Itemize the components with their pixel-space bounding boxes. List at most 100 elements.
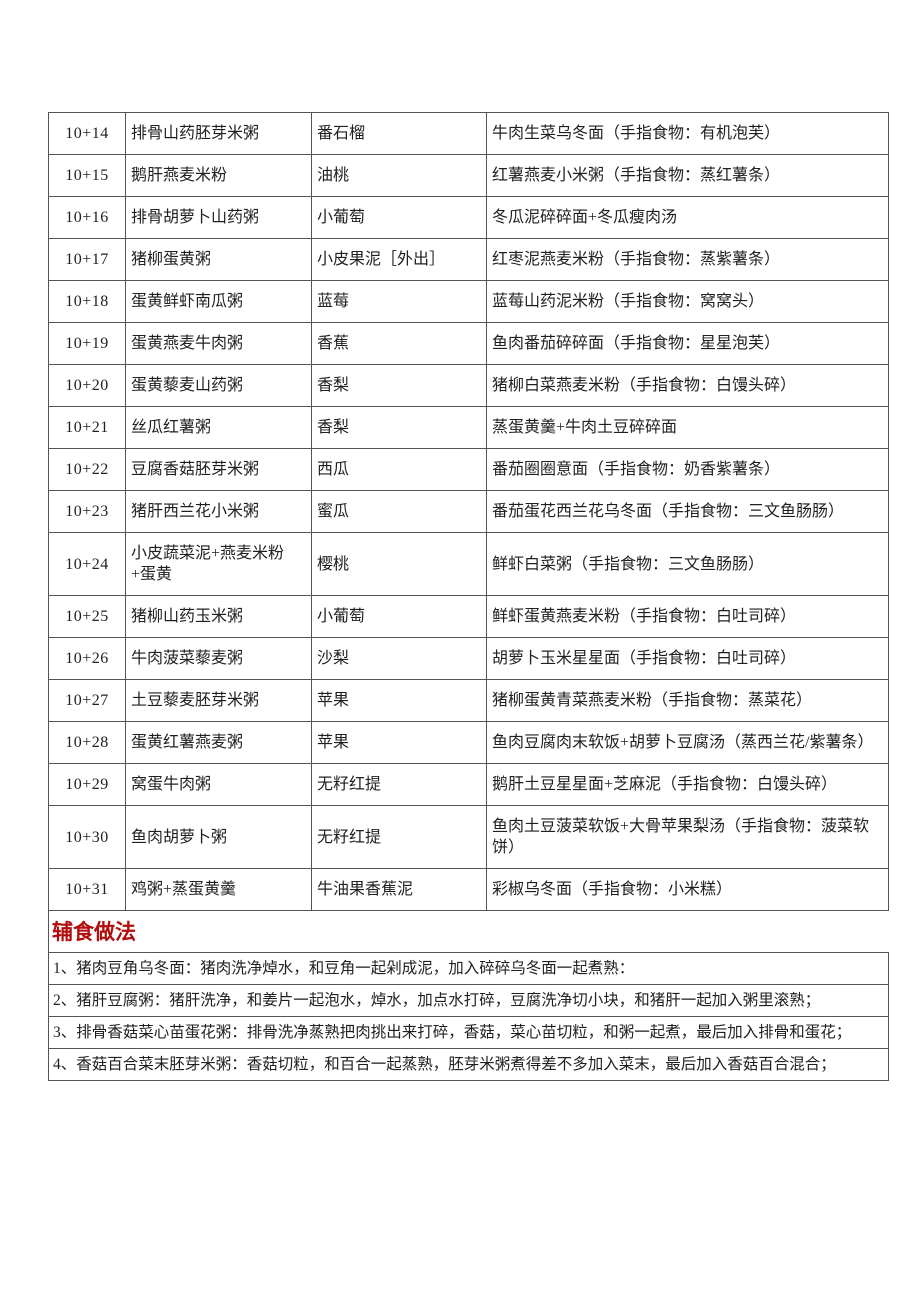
breakfast-cell: 土豆藜麦胚芽米粥 bbox=[125, 679, 312, 722]
instruction-text: 3、排骨香菇菜心苗蛋花粥：排骨洗净蒸熟把肉挑出来打碎，香菇，菜心苗切粒，和粥一起… bbox=[48, 1016, 889, 1049]
breakfast-cell: 鱼肉胡萝卜粥 bbox=[125, 805, 312, 869]
dinner-cell: 鹅肝土豆星星面+芝麻泥（手指食物：白馒头碎） bbox=[486, 763, 889, 806]
fruit-cell: 无籽红提 bbox=[311, 805, 487, 869]
dinner-cell: 牛肉生菜乌冬面（手指食物：有机泡芙） bbox=[486, 112, 889, 155]
instruction-row: 2、猪肝豆腐粥：猪肝洗净，和姜片一起泡水，焯水，加点水打碎，豆腐洗净切小块，和猪… bbox=[48, 984, 889, 1017]
table-row: 10+22 豆腐香菇胚芽米粥 西瓜 番茄圈圈意面（手指食物：奶香紫薯条） bbox=[48, 448, 889, 491]
breakfast-cell: 窝蛋牛肉粥 bbox=[125, 763, 312, 806]
dinner-cell: 冬瓜泥碎碎面+冬瓜瘦肉汤 bbox=[486, 196, 889, 239]
fruit-cell: 蜜瓜 bbox=[311, 490, 487, 533]
day-cell: 10+29 bbox=[48, 763, 126, 806]
dinner-cell: 蓝莓山药泥米粉（手指食物：窝窝头） bbox=[486, 280, 889, 323]
instruction-text: 1、猪肉豆角乌冬面：猪肉洗净焯水，和豆角一起剁成泥，加入碎碎乌冬面一起煮熟： bbox=[48, 952, 889, 985]
table-row: 10+16 排骨胡萝卜山药粥 小葡萄 冬瓜泥碎碎面+冬瓜瘦肉汤 bbox=[48, 196, 889, 239]
table-row: 10+21 丝瓜红薯粥 香梨 蒸蛋黄羹+牛肉土豆碎碎面 bbox=[48, 406, 889, 449]
fruit-cell: 樱桃 bbox=[311, 532, 487, 596]
day-cell: 10+22 bbox=[48, 448, 126, 491]
dinner-cell: 猪柳白菜燕麦米粉（手指食物：白馒头碎） bbox=[486, 364, 889, 407]
table-row: 10+23 猪肝西兰花小米粥 蜜瓜 番茄蛋花西兰花乌冬面（手指食物：三文鱼肠肠） bbox=[48, 490, 889, 533]
day-cell: 10+15 bbox=[48, 154, 126, 197]
day-cell: 10+25 bbox=[48, 595, 126, 638]
day-cell: 10+20 bbox=[48, 364, 126, 407]
table-row: 10+14 排骨山药胚芽米粥 番石榴 牛肉生菜乌冬面（手指食物：有机泡芙） bbox=[48, 112, 889, 155]
section-title: 辅食做法 bbox=[52, 921, 136, 944]
breakfast-cell: 蛋黄藜麦山药粥 bbox=[125, 364, 312, 407]
breakfast-cell: 小皮蔬菜泥+燕麦米粉+蛋黄 bbox=[125, 532, 312, 596]
fruit-cell: 香蕉 bbox=[311, 322, 487, 365]
dinner-cell: 鲜虾白菜粥（手指食物：三文鱼肠肠） bbox=[486, 532, 889, 596]
day-cell: 10+30 bbox=[48, 805, 126, 869]
table-row: 10+20 蛋黄藜麦山药粥 香梨 猪柳白菜燕麦米粉（手指食物：白馒头碎） bbox=[48, 364, 889, 407]
dinner-cell: 鲜虾蛋黄燕麦米粉（手指食物：白吐司碎） bbox=[486, 595, 889, 638]
fruit-cell: 小皮果泥［外出］ bbox=[311, 238, 487, 281]
breakfast-cell: 蛋黄鲜虾南瓜粥 bbox=[125, 280, 312, 323]
instruction-row: 3、排骨香菇菜心苗蛋花粥：排骨洗净蒸熟把肉挑出来打碎，香菇，菜心苗切粒，和粥一起… bbox=[48, 1016, 889, 1049]
breakfast-cell: 豆腐香菇胚芽米粥 bbox=[125, 448, 312, 491]
day-cell: 10+17 bbox=[48, 238, 126, 281]
day-cell: 10+23 bbox=[48, 490, 126, 533]
breakfast-cell: 猪柳山药玉米粥 bbox=[125, 595, 312, 638]
fruit-cell: 油桃 bbox=[311, 154, 487, 197]
dinner-cell: 红薯燕麦小米粥（手指食物：蒸红薯条） bbox=[486, 154, 889, 197]
table-row: 10+24 小皮蔬菜泥+燕麦米粉+蛋黄 樱桃 鲜虾白菜粥（手指食物：三文鱼肠肠） bbox=[48, 532, 889, 596]
breakfast-cell: 蛋黄燕麦牛肉粥 bbox=[125, 322, 312, 365]
fruit-cell: 小葡萄 bbox=[311, 595, 487, 638]
dinner-cell: 鱼肉土豆菠菜软饭+大骨苹果梨汤（手指食物：菠菜软饼） bbox=[486, 805, 889, 869]
fruit-cell: 牛油果香蕉泥 bbox=[311, 868, 487, 911]
day-cell: 10+24 bbox=[48, 532, 126, 596]
breakfast-cell: 蛋黄红薯燕麦粥 bbox=[125, 721, 312, 764]
breakfast-cell: 牛肉菠菜藜麦粥 bbox=[125, 637, 312, 680]
day-cell: 10+27 bbox=[48, 679, 126, 722]
table-row: 10+17 猪柳蛋黄粥 小皮果泥［外出］ 红枣泥燕麦米粉（手指食物：蒸紫薯条） bbox=[48, 238, 889, 281]
table-row: 10+31 鸡粥+蒸蛋黄羹 牛油果香蕉泥 彩椒乌冬面（手指食物：小米糕） bbox=[48, 868, 889, 911]
fruit-cell: 无籽红提 bbox=[311, 763, 487, 806]
breakfast-cell: 鹅肝燕麦米粉 bbox=[125, 154, 312, 197]
day-cell: 10+19 bbox=[48, 322, 126, 365]
breakfast-cell: 猪肝西兰花小米粥 bbox=[125, 490, 312, 533]
dinner-cell: 鱼肉豆腐肉末软饭+胡萝卜豆腐汤（蒸西兰花/紫薯条） bbox=[486, 721, 889, 764]
day-cell: 10+14 bbox=[48, 112, 126, 155]
breakfast-cell: 鸡粥+蒸蛋黄羹 bbox=[125, 868, 312, 911]
day-cell: 10+21 bbox=[48, 406, 126, 449]
breakfast-cell: 丝瓜红薯粥 bbox=[125, 406, 312, 449]
fruit-cell: 西瓜 bbox=[311, 448, 487, 491]
fruit-cell: 番石榴 bbox=[311, 112, 487, 155]
day-cell: 10+26 bbox=[48, 637, 126, 680]
table-row: 10+30 鱼肉胡萝卜粥 无籽红提 鱼肉土豆菠菜软饭+大骨苹果梨汤（手指食物：菠菜软饼… bbox=[48, 805, 889, 869]
dinner-cell: 红枣泥燕麦米粉（手指食物：蒸紫薯条） bbox=[486, 238, 889, 281]
section-heading-container: 辅食做法 bbox=[48, 911, 888, 952]
table-row: 10+19 蛋黄燕麦牛肉粥 香蕉 鱼肉番茄碎碎面（手指食物：星星泡芙） bbox=[48, 322, 889, 365]
table-row: 10+25 猪柳山药玉米粥 小葡萄 鲜虾蛋黄燕麦米粉（手指食物：白吐司碎） bbox=[48, 595, 889, 638]
breakfast-cell: 排骨胡萝卜山药粥 bbox=[125, 196, 312, 239]
fruit-cell: 苹果 bbox=[311, 721, 487, 764]
dinner-cell: 番茄蛋花西兰花乌冬面（手指食物：三文鱼肠肠） bbox=[486, 490, 889, 533]
fruit-cell: 香梨 bbox=[311, 406, 487, 449]
table-row: 10+15 鹅肝燕麦米粉 油桃 红薯燕麦小米粥（手指食物：蒸红薯条） bbox=[48, 154, 889, 197]
table-row: 10+28 蛋黄红薯燕麦粥 苹果 鱼肉豆腐肉末软饭+胡萝卜豆腐汤（蒸西兰花/紫薯条） bbox=[48, 721, 889, 764]
instruction-row: 1、猪肉豆角乌冬面：猪肉洗净焯水，和豆角一起剁成泥，加入碎碎乌冬面一起煮熟： bbox=[48, 952, 889, 985]
day-cell: 10+31 bbox=[48, 868, 126, 911]
table-row: 10+18 蛋黄鲜虾南瓜粥 蓝莓 蓝莓山药泥米粉（手指食物：窝窝头） bbox=[48, 280, 889, 323]
day-cell: 10+16 bbox=[48, 196, 126, 239]
instruction-row: 4、香菇百合菜末胚芽米粥：香菇切粒，和百合一起蒸熟，胚芽米粥煮得差不多加入菜末，… bbox=[48, 1048, 889, 1081]
table-row: 10+26 牛肉菠菜藜麦粥 沙梨 胡萝卜玉米星星面（手指食物：白吐司碎） bbox=[48, 637, 889, 680]
table-row: 10+27 土豆藜麦胚芽米粥 苹果 猪柳蛋黄青菜燕麦米粉（手指食物：蒸菜花） bbox=[48, 679, 889, 722]
dinner-cell: 猪柳蛋黄青菜燕麦米粉（手指食物：蒸菜花） bbox=[486, 679, 889, 722]
fruit-cell: 苹果 bbox=[311, 679, 487, 722]
breakfast-cell: 猪柳蛋黄粥 bbox=[125, 238, 312, 281]
dinner-cell: 番茄圈圈意面（手指食物：奶香紫薯条） bbox=[486, 448, 889, 491]
day-cell: 10+28 bbox=[48, 721, 126, 764]
table-row: 10+29 窝蛋牛肉粥 无籽红提 鹅肝土豆星星面+芝麻泥（手指食物：白馒头碎） bbox=[48, 763, 889, 806]
day-cell: 10+18 bbox=[48, 280, 126, 323]
breakfast-cell: 排骨山药胚芽米粥 bbox=[125, 112, 312, 155]
fruit-cell: 蓝莓 bbox=[311, 280, 487, 323]
instruction-text: 4、香菇百合菜末胚芽米粥：香菇切粒，和百合一起蒸熟，胚芽米粥煮得差不多加入菜末，… bbox=[48, 1048, 889, 1081]
fruit-cell: 香梨 bbox=[311, 364, 487, 407]
instruction-text: 2、猪肝豆腐粥：猪肝洗净，和姜片一起泡水，焯水，加点水打碎，豆腐洗净切小块，和猪… bbox=[48, 984, 889, 1017]
dinner-cell: 蒸蛋黄羹+牛肉土豆碎碎面 bbox=[486, 406, 889, 449]
instructions-table: 1、猪肉豆角乌冬面：猪肉洗净焯水，和豆角一起剁成泥，加入碎碎乌冬面一起煮熟： 2、… bbox=[48, 952, 889, 1081]
dinner-cell: 彩椒乌冬面（手指食物：小米糕） bbox=[486, 868, 889, 911]
dinner-cell: 胡萝卜玉米星星面（手指食物：白吐司碎） bbox=[486, 637, 889, 680]
dinner-cell: 鱼肉番茄碎碎面（手指食物：星星泡芙） bbox=[486, 322, 889, 365]
